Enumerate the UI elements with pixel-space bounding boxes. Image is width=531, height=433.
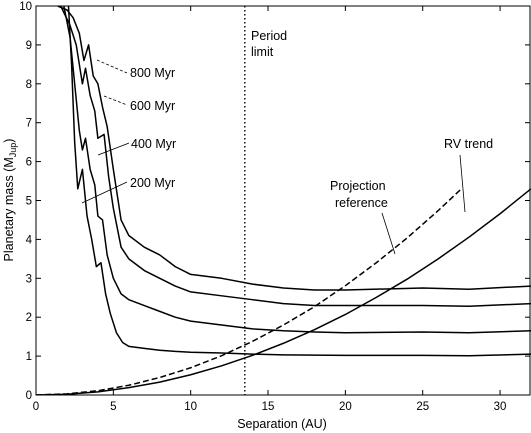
- series-line-800-myr: [57, 6, 531, 291]
- y-tick-label: 10: [19, 1, 32, 13]
- y-axis-label-close: ): [2, 139, 16, 143]
- y-tick-label: 9: [26, 40, 32, 52]
- x-tick-label: 15: [262, 401, 275, 413]
- y-tick-label: 4: [26, 234, 33, 246]
- y-tick-label: 8: [26, 79, 32, 91]
- annotation-reference: reference: [335, 196, 388, 210]
- y-tick-label: 3: [26, 273, 32, 285]
- x-tick-label: 5: [110, 401, 116, 413]
- y-tick-label: 5: [26, 196, 32, 208]
- annotation-leader-rv-trend: [459, 154, 466, 213]
- annotation-projection: Projection: [330, 179, 386, 193]
- period-limit-label-line2: limit: [251, 45, 274, 59]
- plot-frame: [35, 5, 531, 396]
- y-axis-label: Planetary mass (MJup): [2, 139, 18, 262]
- y-tick-label: 0: [26, 390, 32, 402]
- y-axis-label-main: Planetary mass (M: [2, 157, 16, 261]
- annotation-leader-800: [96, 59, 128, 74]
- annotation-200-myr: 200 Myr: [130, 176, 175, 190]
- annotation-group: 800 Myr 600 Myr 400 Myr 200 Myr RV trend…: [81, 29, 493, 255]
- annotation-leader-projection: [381, 212, 396, 255]
- x-tick-label: 20: [339, 401, 352, 413]
- annotation-leader-200: [81, 181, 128, 204]
- x-axis-label: Separation (AU): [237, 417, 327, 431]
- y-tick-label: 1: [26, 351, 32, 363]
- x-tick-label: 0: [33, 401, 39, 413]
- x-tick-label: 25: [416, 401, 429, 413]
- series-line-projection-reference: [36, 188, 462, 395]
- period-limit-label-line1: Period: [251, 29, 287, 43]
- annotation-600-myr: 600 Myr: [130, 99, 175, 113]
- series-group: [36, 6, 531, 395]
- series-line-600-myr: [60, 6, 531, 308]
- annotation-leader-400: [97, 142, 130, 156]
- plot-area: 0 5 10 15 20 25 30 0 1 2 3 4 5 6 7 8 9 10: [19, 1, 531, 413]
- x-tick-label: 30: [494, 401, 507, 413]
- annotation-leader-600: [103, 95, 128, 106]
- y-axis-label-sub: Jup: [8, 143, 18, 158]
- y-tick-label: 2: [26, 312, 32, 324]
- series-line-200-myr: [67, 6, 531, 357]
- annotation-400-myr: 400 Myr: [131, 137, 176, 151]
- annotation-rv-trend: RV trend: [444, 137, 493, 151]
- annotation-800-myr: 800 Myr: [130, 66, 175, 80]
- x-tick-label: 10: [184, 401, 197, 413]
- y-tick-label: 7: [26, 118, 32, 130]
- series-line-rv-trend: [36, 188, 531, 395]
- y-tick-label: 6: [26, 157, 32, 169]
